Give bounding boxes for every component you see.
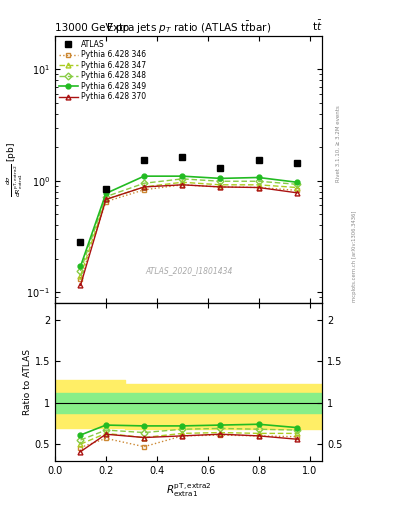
Text: t$\bar{t}$: t$\bar{t}$ bbox=[312, 19, 322, 33]
Text: ATLAS_2020_I1801434: ATLAS_2020_I1801434 bbox=[145, 266, 232, 275]
Y-axis label: Ratio to ATLAS: Ratio to ATLAS bbox=[23, 349, 32, 415]
Text: 13000 GeV pp: 13000 GeV pp bbox=[55, 23, 129, 33]
Title: Extra jets $p_T$ ratio (ATLAS t$\bar{t}$bar): Extra jets $p_T$ ratio (ATLAS t$\bar{t}$… bbox=[106, 20, 271, 36]
Y-axis label: $\frac{d\sigma}{dR_{\mathrm{extra1}}^{\mathrm{pT,extra2}}}$ [pb]: $\frac{d\sigma}{dR_{\mathrm{extra1}}^{\m… bbox=[5, 142, 25, 197]
X-axis label: $R^{\mathrm{pT,extra2}}_{\mathrm{extra1}}$: $R^{\mathrm{pT,extra2}}_{\mathrm{extra1}… bbox=[166, 481, 211, 499]
Legend: ATLAS, Pythia 6.428 346, Pythia 6.428 347, Pythia 6.428 348, Pythia 6.428 349, P: ATLAS, Pythia 6.428 346, Pythia 6.428 34… bbox=[57, 38, 148, 103]
Text: Rivet 3.1.10, ≥ 3.2M events: Rivet 3.1.10, ≥ 3.2M events bbox=[336, 105, 341, 182]
Text: mcplots.cern.ch [arXiv:1306.3436]: mcplots.cern.ch [arXiv:1306.3436] bbox=[352, 210, 357, 302]
